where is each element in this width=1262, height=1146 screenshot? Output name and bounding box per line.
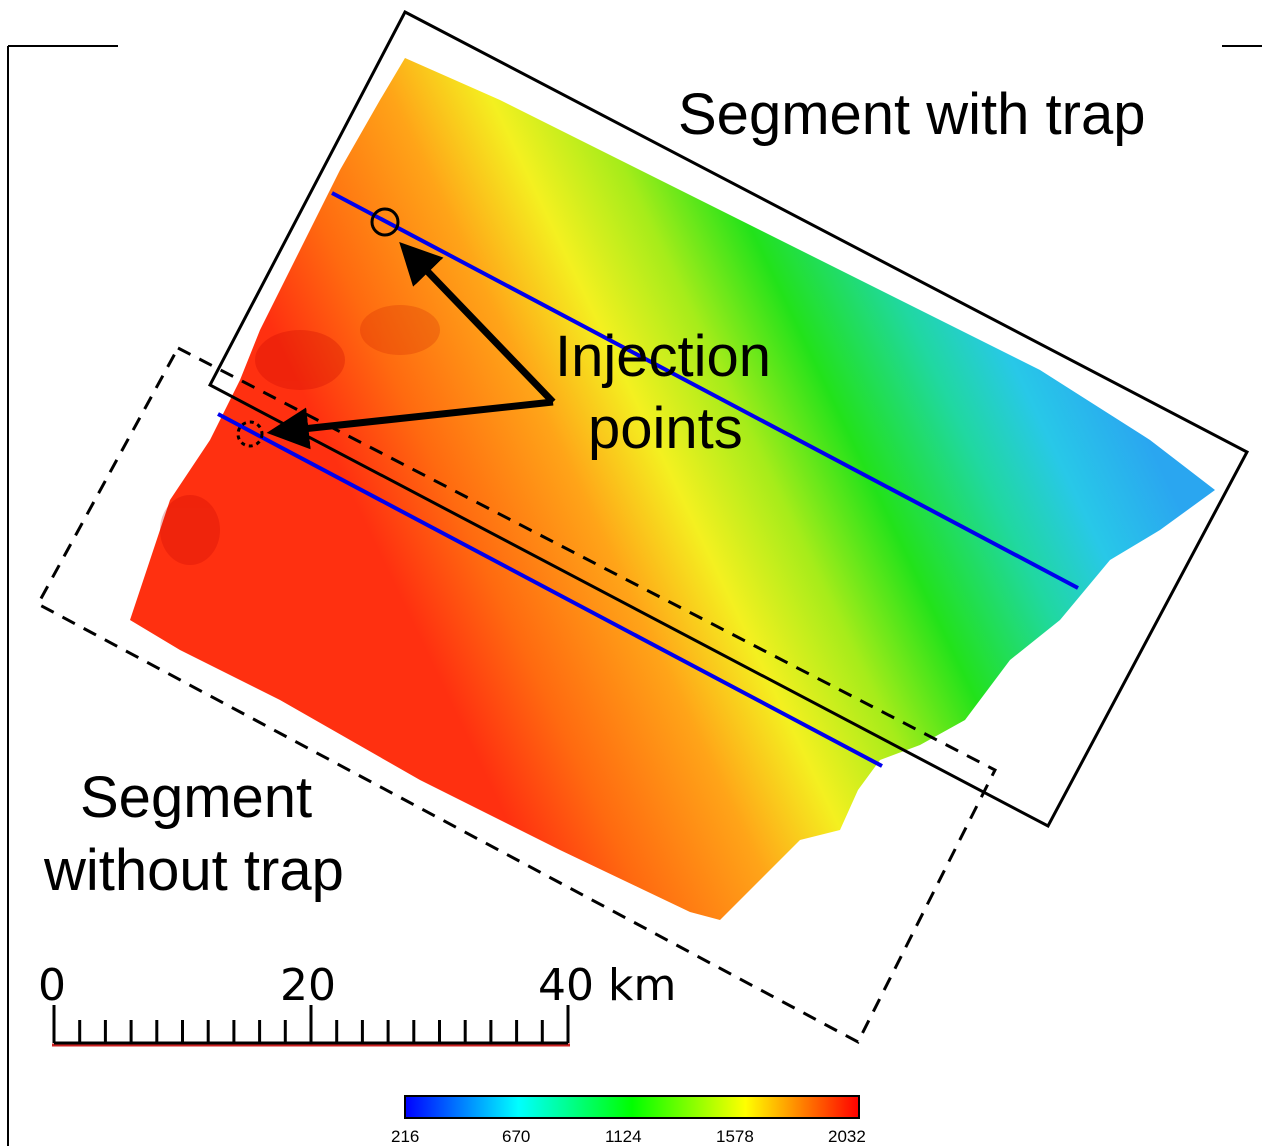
trace-line-upper (331, 191, 1079, 590)
segment-without-trap-label-line1: Segment (80, 765, 312, 830)
scale-label-0: 0 (38, 960, 66, 1011)
colorbar-tick-1578: 1578 (716, 1127, 754, 1146)
injection-label-line2: points (588, 396, 743, 461)
colorbar-tick-2032: 2032 (828, 1127, 866, 1146)
injection-point-lower (236, 420, 264, 448)
segment-with-trap-outline (207, 9, 1250, 829)
colorbar-tick-216: 216 (391, 1127, 419, 1146)
segment-with-trap-label: Segment with trap (678, 82, 1145, 147)
segment-without-trap-outline (35, 345, 998, 1045)
scale-label-40: 40 km (538, 960, 676, 1011)
trace-line-lower (217, 412, 883, 768)
injection-arrow-lower (266, 398, 554, 450)
scale-label-20: 20 (280, 960, 336, 1011)
segment-without-trap-label-line2: without trap (43, 838, 344, 903)
injection-arrow-upper (399, 241, 556, 405)
colorbar: 216 670 1124 1578 2032 (391, 1095, 866, 1146)
colorbar-tick-1124: 1124 (605, 1127, 642, 1146)
injection-label-line1: Injection (555, 324, 771, 389)
figure-frame (7, 45, 1262, 1146)
colorbar-tick-670: 670 (502, 1127, 530, 1146)
surface-shading (160, 305, 440, 565)
injection-point-upper (370, 207, 400, 237)
scale-bar: 0 20 40 km (38, 960, 676, 1047)
